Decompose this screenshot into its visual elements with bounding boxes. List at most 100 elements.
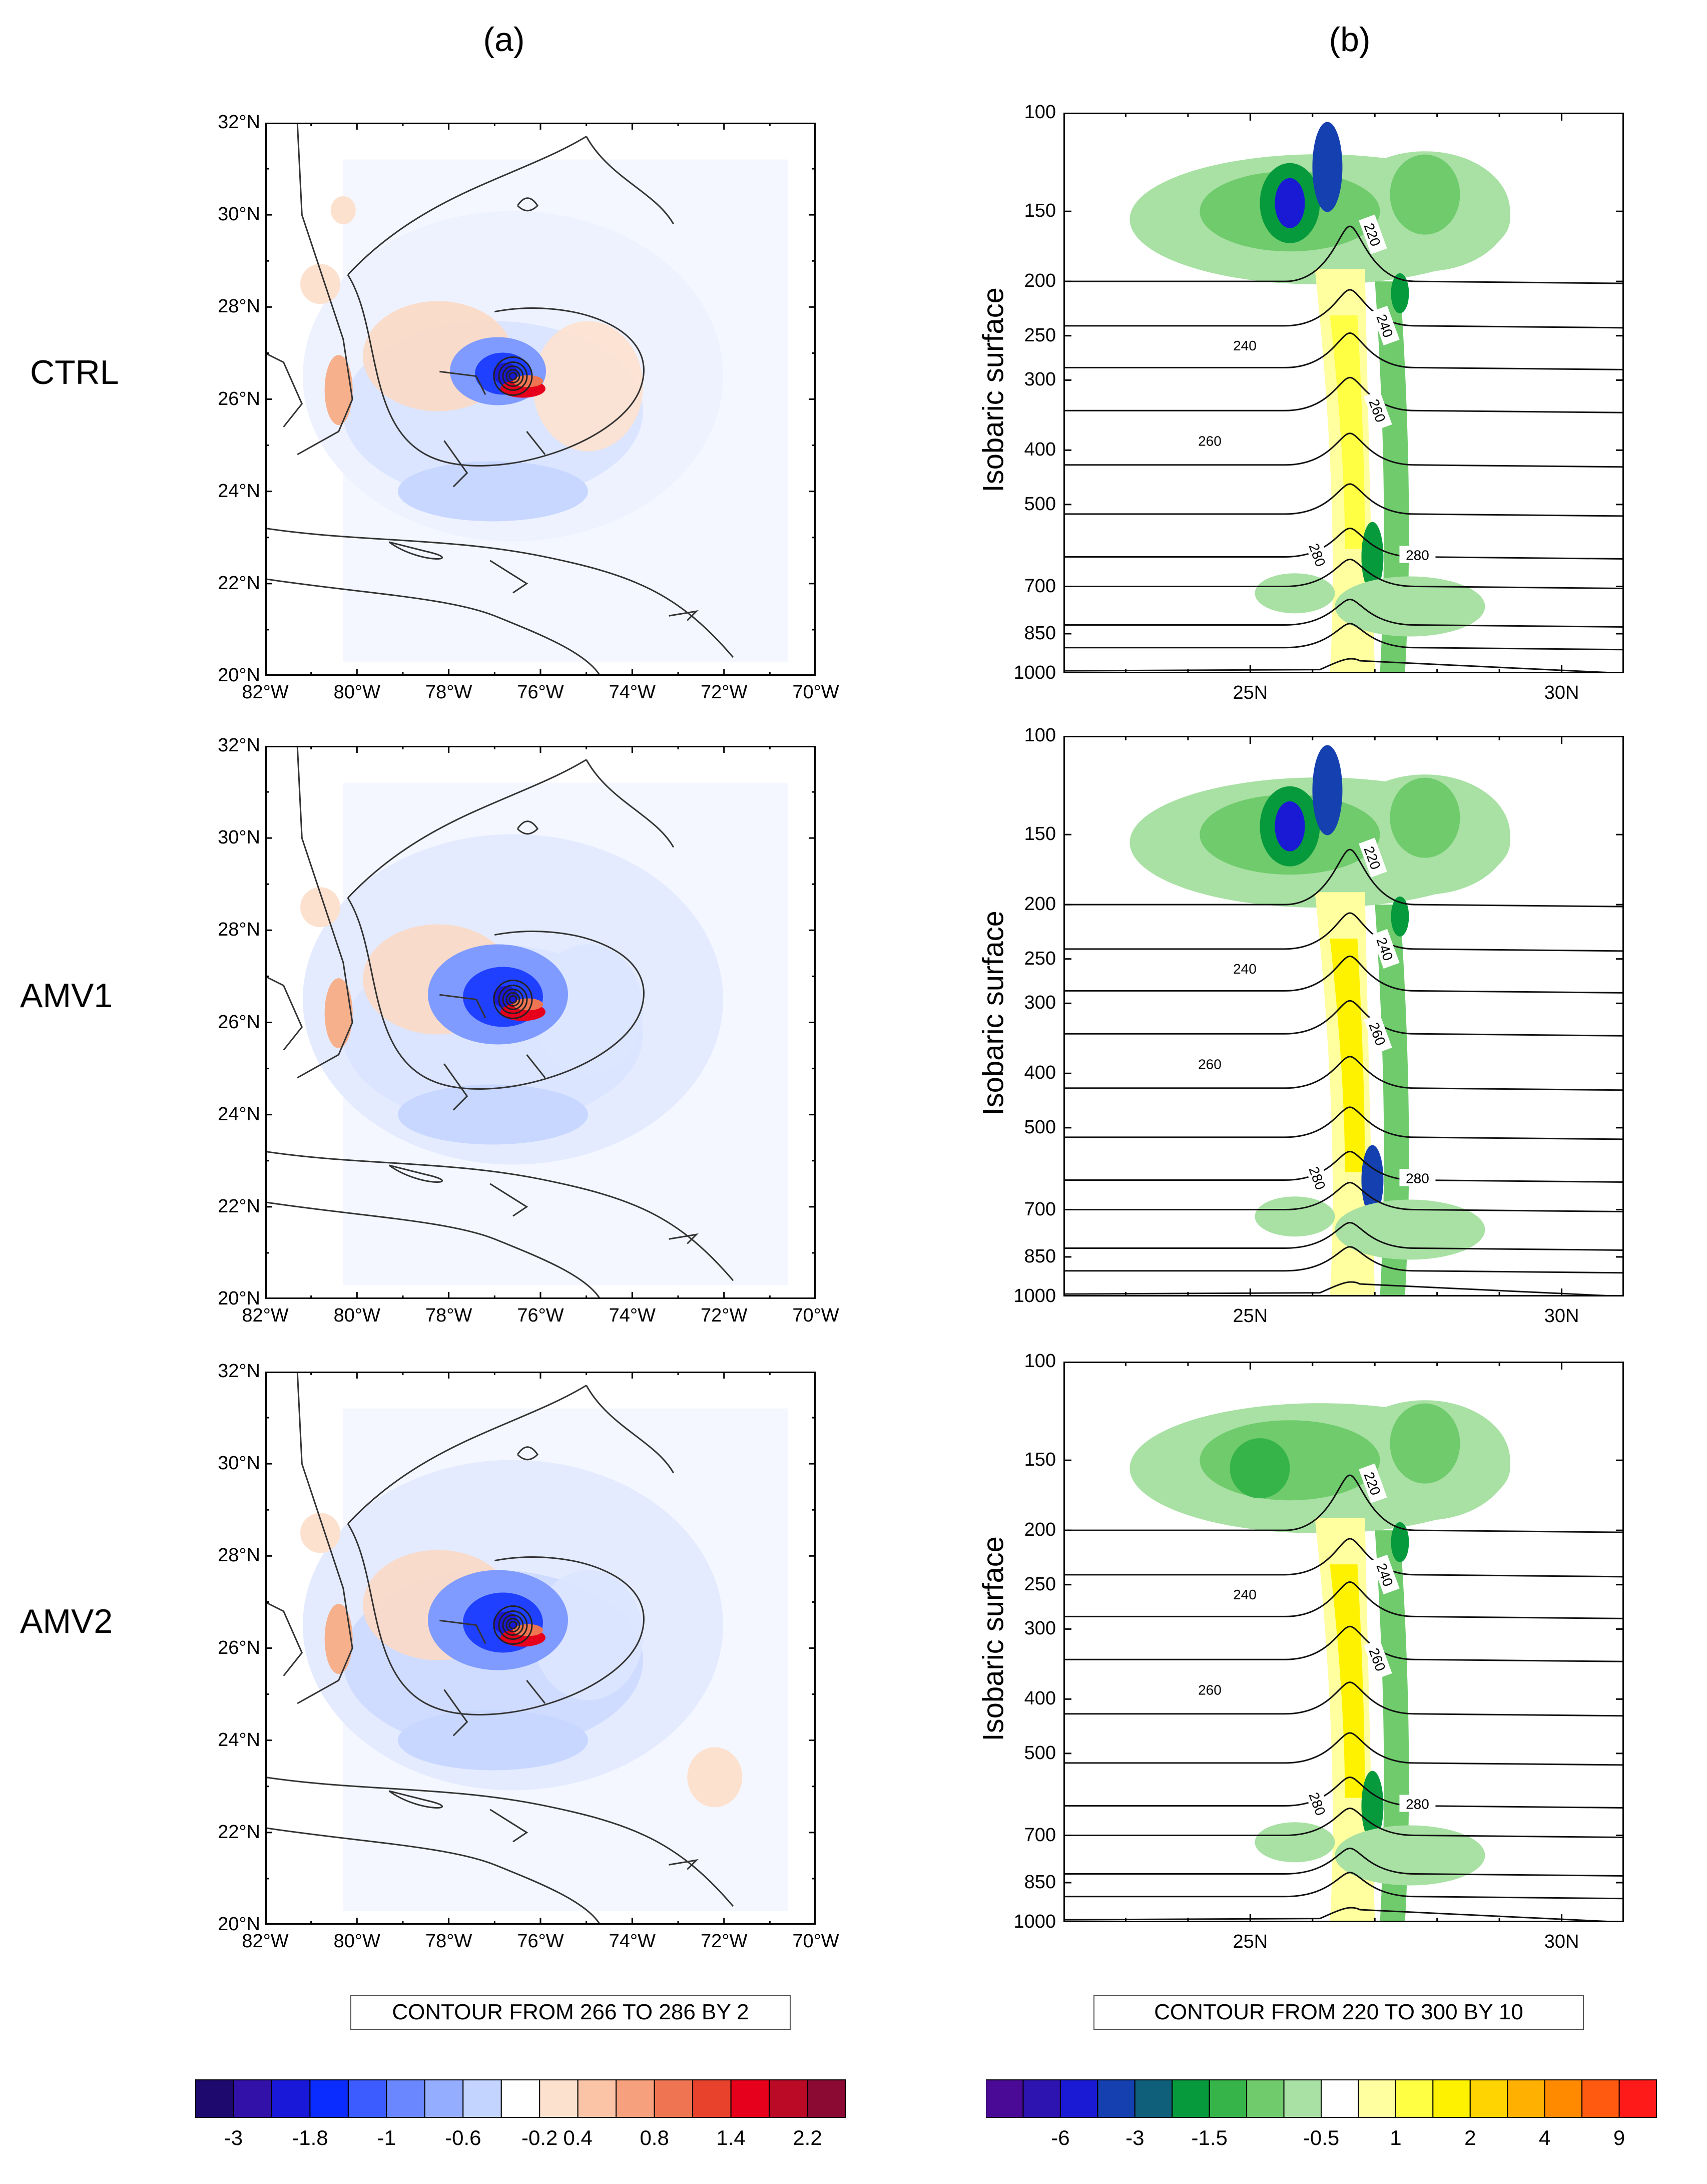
latitude-tick-label: 30N xyxy=(1544,682,1579,703)
map-y-tick-label: 24°N xyxy=(218,1729,260,1751)
pressure-tick-label: 300 xyxy=(1024,992,1056,1014)
map-x-tick-label: 80°W xyxy=(333,682,380,703)
pressure-tick-label: 250 xyxy=(1024,1573,1056,1595)
pressure-tick-label: 850 xyxy=(1024,622,1056,644)
contour-label: 280 xyxy=(1304,1784,1332,1824)
map-y-tick-label: 30°N xyxy=(218,1453,260,1474)
colorbar-swatch xyxy=(1395,2079,1434,2118)
map-ticks xyxy=(265,123,816,676)
map-y-tick-label: 28°N xyxy=(218,296,260,317)
colorbar-swatch xyxy=(692,2079,732,2118)
pressure-tick-label: 1000 xyxy=(1013,662,1056,683)
y-axis-label: Isobaric surface xyxy=(977,287,1010,493)
map-y-tick-label: 20°N xyxy=(218,1288,260,1309)
pressure-tick-label: 150 xyxy=(1024,823,1056,845)
map-x-tick-label: 72°W xyxy=(700,1305,748,1326)
map-y-tick-label: 30°N xyxy=(218,827,260,848)
pressure-tick-label: 850 xyxy=(1024,1871,1056,1893)
map-x-tick-label: 78°W xyxy=(425,1931,472,1952)
map-x-tick-label: 76°W xyxy=(517,682,564,703)
map-x-tick-label: 72°W xyxy=(700,1931,748,1952)
map-ticks xyxy=(265,746,816,1299)
map-x-tick-label: 74°W xyxy=(609,1931,656,1952)
colorbar-label: 0.4 xyxy=(563,2126,593,2149)
cross-section-field xyxy=(1129,122,1510,673)
cross-section-contours xyxy=(1063,225,1624,673)
contour-label: 240 xyxy=(1227,336,1263,353)
colorbar-swatch xyxy=(1134,2079,1173,2118)
latitude-tick-label: 30N xyxy=(1544,1931,1579,1952)
map-y-tick-label: 24°N xyxy=(218,480,260,502)
map-y-tick-label: 20°N xyxy=(218,1914,260,1935)
colorbar-swatch xyxy=(424,2079,464,2118)
pressure-tick-label: 400 xyxy=(1024,1688,1056,1709)
y-axis-label: Isobaric surface xyxy=(977,1536,1010,1741)
colorbar-swatch xyxy=(1544,2079,1583,2118)
map-x-tick-label: 70°W xyxy=(792,1305,839,1326)
contour-label: 260 xyxy=(1192,1055,1228,1072)
colorbar-label: -6 xyxy=(1051,2126,1069,2149)
contour-label: 260 xyxy=(1192,431,1228,449)
pressure-tick-label: 100 xyxy=(1024,1351,1056,1372)
map-x-tick-label: 80°W xyxy=(333,1305,380,1326)
colorbar-label: 1.4 xyxy=(716,2126,745,2149)
colorbar-swatch xyxy=(1283,2079,1322,2118)
pressure-tick-label: 300 xyxy=(1024,1618,1056,1639)
colorbar-swatch xyxy=(309,2079,349,2118)
colorbar-label: -1.5 xyxy=(1191,2126,1227,2149)
pressure-tick-label: 400 xyxy=(1024,439,1056,461)
map-contours xyxy=(265,746,734,1299)
colorbar-label: 1 xyxy=(1390,2126,1401,2149)
pressure-tick-label: 200 xyxy=(1024,1519,1056,1541)
contour-label: 280 xyxy=(1304,1158,1332,1198)
colorbar-swatch xyxy=(654,2079,694,2118)
colorbar-swatch xyxy=(386,2079,425,2118)
map-x-tick-label: 76°W xyxy=(517,1305,564,1326)
cross-section-ticks xyxy=(1063,113,1624,673)
colorbar-swatch xyxy=(1321,2079,1359,2118)
map-x-tick-label: 78°W xyxy=(425,1305,472,1326)
column-title-b: (b) xyxy=(1329,21,1371,59)
map-field xyxy=(300,782,788,1285)
map-contours xyxy=(265,123,734,676)
pressure-tick-label: 1000 xyxy=(1013,1285,1056,1306)
svg-text:240: 240 xyxy=(1233,1587,1257,1602)
latitude-tick-label: 30N xyxy=(1544,1305,1579,1327)
colorbar-label: 4 xyxy=(1539,2126,1550,2149)
pressure-tick-label: 500 xyxy=(1024,1742,1056,1764)
contour-label: 240 xyxy=(1227,1585,1263,1602)
colorbar-label: 2.2 xyxy=(793,2126,822,2149)
colorbar-swatch xyxy=(233,2079,272,2118)
map-y-tick-label: 26°N xyxy=(218,1637,260,1658)
map-y-tick-label: 26°N xyxy=(218,1011,260,1033)
map-y-tick-label: 26°N xyxy=(218,388,260,409)
contour-label: 280 xyxy=(1399,546,1436,563)
latitude-tick-label: 25N xyxy=(1233,1931,1268,1952)
pressure-tick-label: 850 xyxy=(1024,1245,1056,1267)
pressure-tick-label: 200 xyxy=(1024,270,1056,292)
map-x-tick-label: 70°W xyxy=(792,1931,839,1952)
cross-section-field xyxy=(1129,1400,1510,1922)
map-y-tick-label: 24°N xyxy=(218,1103,260,1125)
pressure-tick-label: 250 xyxy=(1024,324,1056,346)
contour-label: 280 xyxy=(1304,535,1332,575)
colorbar-swatch xyxy=(1432,2079,1471,2118)
colorbar-swatch xyxy=(1022,2079,1061,2118)
colorbar-label: 2 xyxy=(1464,2126,1476,2149)
colorbar-label: -3 xyxy=(1125,2126,1144,2149)
svg-text:260: 260 xyxy=(1198,433,1222,449)
xsec-colorbar: -6 -3 -1.5 -0.5 1 2 4 9 xyxy=(986,2079,1657,2149)
pressure-tick-label: 100 xyxy=(1024,725,1056,746)
row-label-ctrl: CTRL xyxy=(30,353,119,391)
pressure-tick-label: 500 xyxy=(1024,493,1056,515)
contour-label: 240 xyxy=(1371,929,1400,969)
colorbar-swatch xyxy=(195,2079,234,2118)
svg-text:260: 260 xyxy=(1198,1057,1222,1072)
colorbar-swatch xyxy=(462,2079,502,2118)
row-label-amv1: AMV1 xyxy=(20,977,113,1015)
map-y-tick-label: 20°N xyxy=(218,665,260,686)
map-contour-info: CONTOUR FROM 266 TO 286 BY 2 xyxy=(350,1995,791,2030)
